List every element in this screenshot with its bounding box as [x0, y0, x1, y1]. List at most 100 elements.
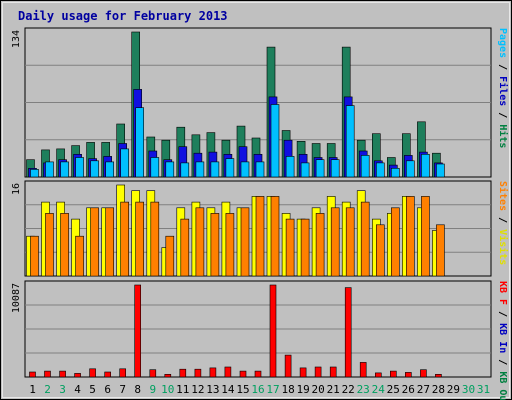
x-tick-label: 9: [149, 383, 156, 396]
bar-pages-day-16: [255, 161, 265, 178]
bar-pages-day-20: [315, 159, 325, 178]
bar-pages-day-11: [180, 162, 190, 178]
x-tick-label: 1: [29, 383, 36, 396]
bar-kb-f-day-22: [344, 287, 352, 378]
bar-sites-day-12: [195, 207, 205, 277]
x-tick-label: 7: [119, 383, 126, 396]
bar-kb-f-day-9: [149, 369, 157, 378]
panel-kbytes: 10087 KB F / KB In / KB Out: [11, 280, 508, 400]
bar-kb-f-day-10: [164, 373, 172, 378]
bar-kb-f-day-6: [104, 371, 111, 378]
bar-pages-day-9: [150, 157, 160, 178]
bar-sites-day-5: [90, 207, 99, 277]
x-axis-labels: 1 2 3 4 5 6 7 8 9 10 11 12 13 14 15 16 17 18 19 20 21 22 23 24 2…: [29, 383, 490, 396]
bar-pages-day-2: [45, 161, 54, 178]
x-tick-label: 27: [417, 383, 430, 396]
x-tick-label: 23: [357, 383, 370, 396]
y-max-label: 134: [11, 30, 22, 48]
panel-hits-files-pages: 134 Pages / Files / Hits: [11, 27, 509, 178]
bar-kb-f-day-12: [194, 368, 202, 378]
bar-kb-f-day-11: [179, 368, 187, 378]
bar-sites-day-7: [120, 201, 129, 277]
bar-kb-f-day-13: [209, 367, 217, 378]
x-tick-label: 18: [281, 383, 294, 396]
bar-kb-f-day-20: [314, 366, 322, 378]
right-axis-label: KB F / KB In / KB Out: [497, 281, 508, 400]
x-tick-label: 17: [266, 383, 279, 396]
right-axis-label: Pages / Files / Hits: [497, 28, 509, 148]
bar-pages-day-4: [75, 157, 84, 178]
y-max-label: 10087: [11, 283, 22, 313]
bar-pages-day-6: [105, 161, 114, 178]
bar-kb-f-day-15: [239, 370, 247, 378]
panel-visits-sites: 16 Sites / Visits: [11, 180, 509, 277]
y-max-label: 16: [11, 183, 22, 195]
bar-pages-day-21: [330, 159, 340, 178]
x-tick-label: 10: [161, 383, 174, 396]
x-tick-label: 12: [191, 383, 204, 396]
bar-kb-f-day-7: [119, 368, 126, 378]
bar-pages-day-5: [90, 160, 99, 178]
series-pages: [30, 104, 445, 178]
x-tick-label: 15: [236, 383, 249, 396]
bar-pages-day-1: [30, 169, 39, 178]
x-tick-label: 22: [342, 383, 355, 396]
x-tick-label: 25: [387, 383, 400, 396]
bar-sites-day-15: [240, 207, 250, 277]
bar-sites-day-21: [330, 207, 340, 277]
bar-sites-day-6: [105, 207, 114, 277]
bar-kb-f-day-24: [374, 372, 382, 378]
bar-pages-day-19: [300, 162, 310, 178]
bar-kb-f-day-19: [299, 367, 307, 378]
x-tick-label: 19: [296, 383, 309, 396]
bar-pages-day-12: [195, 161, 205, 178]
bar-pages-day-17: [270, 104, 280, 178]
x-tick-label: 8: [134, 383, 141, 396]
bar-kb-f-day-14: [224, 366, 232, 378]
bar-kb-f-day-26: [404, 372, 412, 378]
bar-sites-day-18: [285, 218, 295, 277]
bar-kb-f-day-21: [329, 366, 337, 378]
x-tick-label: 30: [462, 383, 475, 396]
bar-kb-f-day-23: [359, 362, 367, 378]
bar-kb-f-day-25: [389, 370, 397, 378]
series-kb-f: [29, 284, 442, 378]
bar-pages-day-8: [135, 107, 144, 178]
bar-pages-day-22: [345, 105, 355, 178]
x-tick-label: 24: [372, 383, 386, 396]
x-tick-label: 29: [447, 383, 460, 396]
bar-pages-day-27: [421, 154, 430, 178]
bar-sites-day-24: [375, 224, 385, 277]
bar-kb-f-day-5: [89, 368, 96, 378]
bar-sites-day-11: [180, 218, 190, 277]
bar-sites-day-9: [150, 201, 160, 277]
bar-sites-day-20: [315, 213, 325, 277]
bar-sites-day-2: [45, 213, 54, 277]
bar-sites-day-8: [135, 201, 144, 277]
bar-kb-f-day-18: [284, 354, 292, 378]
x-tick-label: 13: [206, 383, 219, 396]
x-tick-label: 28: [432, 383, 445, 396]
bar-sites-day-3: [60, 213, 69, 277]
bar-sites-day-23: [360, 201, 370, 277]
x-tick-label: 4: [74, 383, 81, 396]
bar-pages-day-13: [210, 161, 220, 178]
x-tick-label: 14: [221, 383, 235, 396]
bar-kb-f-day-17: [269, 284, 277, 378]
bar-kb-f-day-3: [59, 370, 66, 378]
x-tick-label: 11: [176, 383, 189, 396]
x-tick-label: 3: [59, 383, 66, 396]
bar-sites-day-26: [405, 196, 415, 277]
right-axis-label: Sites / Visits: [497, 181, 509, 265]
bar-sites-day-4: [75, 235, 84, 277]
x-tick-label: 26: [402, 383, 415, 396]
bar-pages-day-7: [120, 148, 129, 178]
x-tick-label: 21: [327, 383, 340, 396]
bar-kb-f-day-4: [74, 373, 81, 378]
bar-pages-day-15: [240, 161, 250, 178]
x-tick-label: 2: [44, 383, 51, 396]
x-tick-label: 20: [311, 383, 324, 396]
